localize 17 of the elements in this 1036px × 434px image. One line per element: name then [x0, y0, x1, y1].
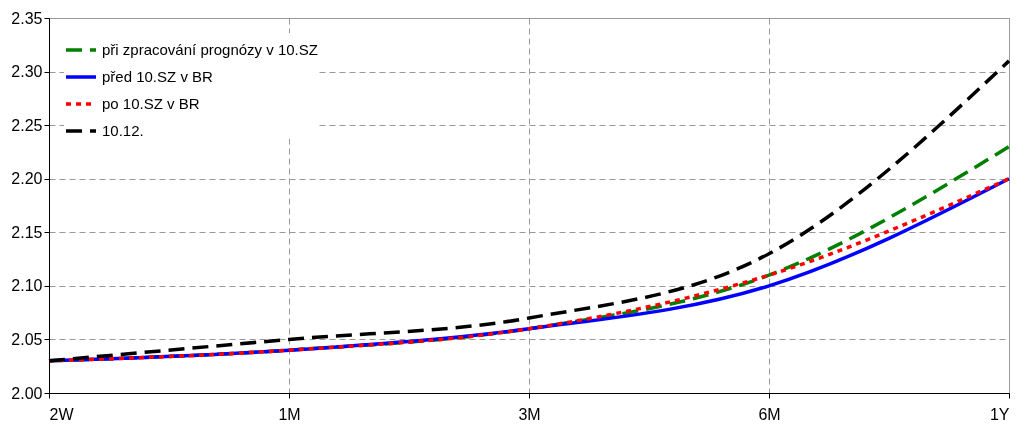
x-tick-label: 1Y [989, 405, 1010, 423]
y-tick-label: 2.25 [11, 116, 43, 134]
y-tick-label: 2.35 [11, 9, 43, 27]
y-tick-label: 2.15 [11, 223, 43, 241]
x-tick-label: 1M [278, 405, 301, 423]
y-tick-label: 2.05 [11, 330, 43, 348]
y-tick-label: 2.30 [11, 63, 43, 81]
legend-label: při zpracování prognózy v 10.SZ [102, 41, 318, 58]
x-tick-label: 6M [758, 405, 781, 423]
y-tick-label: 2.20 [11, 170, 43, 188]
legend-label: před 10.SZ v BR [102, 68, 214, 85]
y-tick-label: 2.00 [11, 384, 43, 402]
y-tick-label: 2.10 [11, 277, 43, 295]
legend-label: 10.12. [102, 122, 144, 139]
x-tick-label: 3M [518, 405, 541, 423]
legend-label: po 10.SZ v BR [102, 95, 200, 112]
x-tick-label: 2W [49, 405, 75, 423]
